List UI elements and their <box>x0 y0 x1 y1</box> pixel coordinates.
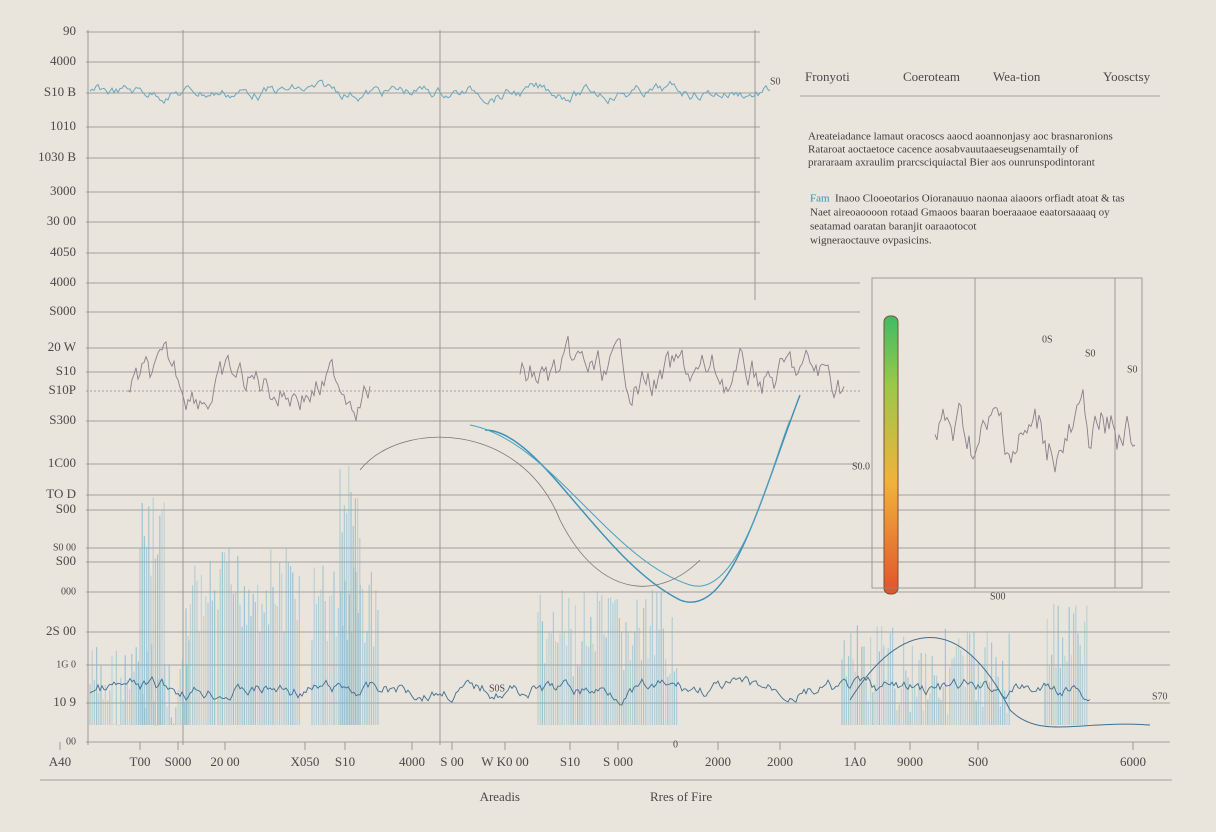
x-tick-label: 20 00 <box>210 754 239 769</box>
y-tick-label: 90 <box>63 23 76 38</box>
x-tick-label: W K0 00 <box>481 754 528 769</box>
x-tick-label: 2000 <box>705 754 731 769</box>
y-tick-label: 30 00 <box>47 213 76 228</box>
annotation: S0 <box>770 76 781 87</box>
y-tick-label: S0 00 <box>53 542 76 553</box>
annotation: S0 <box>1127 364 1138 375</box>
decor-line <box>89 675 1091 706</box>
y-tick-label: 4000 <box>50 274 76 289</box>
note-line: Areateiadance lamaut oracoscs aaocd aoan… <box>808 131 1113 143</box>
x-tick-label: X050 <box>291 754 320 769</box>
annotation: 0S <box>1042 334 1053 345</box>
annotation: S00 <box>990 591 1006 602</box>
x-axis-title: Rres of Fire <box>650 789 712 804</box>
decor-curve <box>484 394 801 603</box>
x-tick-label: S 00 <box>440 754 463 769</box>
y-tick-label: S10 B <box>44 84 76 99</box>
x-tick-label: S10 <box>335 754 355 769</box>
decor-curve <box>359 436 701 587</box>
x-tick-label: S 000 <box>603 754 633 769</box>
x-tick-label: 2000 <box>767 754 793 769</box>
y-tick-label: TO D <box>46 486 76 501</box>
note-line: wigneraoctauve ovpasicins. <box>810 235 932 247</box>
y-tick-label: 4050 <box>50 244 76 259</box>
decor-curve <box>849 637 1151 728</box>
y-tick-label: 1010 <box>50 118 76 133</box>
x-tick-label: A40 <box>49 754 71 769</box>
panel-frame <box>871 277 1143 589</box>
legend-item: Yoosctsy <box>1103 69 1151 84</box>
y-tick-label: S00 <box>56 501 76 516</box>
annotation: S0.0 <box>852 461 870 472</box>
y-tick-label: 1G 0 <box>56 659 76 670</box>
y-tick-label: 20 W <box>48 339 77 354</box>
note-line: seatamad oaratan baranjit oaraaotocot <box>810 221 976 233</box>
x-tick-label: S10 <box>560 754 580 769</box>
y-tick-label: 10 9 <box>53 694 76 709</box>
y-tick-label: 000 <box>61 586 76 597</box>
annotation: S70 <box>1152 691 1168 702</box>
x-tick-label: S000 <box>165 754 192 769</box>
x-tick-label: 1A0 <box>844 754 866 769</box>
annotation: S0 <box>1085 348 1096 359</box>
y-tick-label: S10P <box>49 382 76 397</box>
decor-line <box>127 340 371 421</box>
x-tick-label: 4000 <box>399 754 425 769</box>
x-tick-label: 6000 <box>1120 754 1146 769</box>
note-line: Inaoo Clooeotarios Oioranauuo naonaa aia… <box>835 193 1125 205</box>
note-line: Rataroat aoctaetoce cacence aosabvauutaa… <box>808 144 1079 156</box>
y-tick-label: 1030 B <box>38 149 76 164</box>
decor-line <box>519 335 845 407</box>
y-tick-label: 1C00 <box>48 455 76 470</box>
x-tick-label: T00 <box>130 754 151 769</box>
legend-item: Coeroteam <box>903 69 960 84</box>
legend-item: Wea-tion <box>993 69 1041 84</box>
legend-item: Fronyoti <box>805 69 850 84</box>
x-axis-title: Areadis <box>480 789 520 804</box>
y-tick-label: S000 <box>49 303 76 318</box>
y-tick-label: S300 <box>49 412 76 427</box>
y-tick-label: 2S 00 <box>46 623 76 638</box>
note-line: prararaam axraulim prarcsciquiactal Bier… <box>808 157 1095 169</box>
annotation: S0S <box>489 683 505 694</box>
y-tick-label: S10 <box>56 363 76 378</box>
y-tick-label: S00 <box>56 553 76 568</box>
x-tick-label: 9000 <box>897 754 923 769</box>
note-line: Naet aireoaoooon rotaad Gmaoos baaran bo… <box>810 207 1110 219</box>
x-tick-label: S00 <box>968 754 988 769</box>
y-tick-label: 00 <box>66 736 76 747</box>
decor-curve <box>469 419 791 587</box>
decor-line <box>934 389 1136 473</box>
thermometer <box>883 315 899 595</box>
y-tick-label: 3000 <box>50 183 76 198</box>
decor-line <box>89 79 771 105</box>
y-tick-label: 4000 <box>50 53 76 68</box>
note-lead: Fam <box>810 193 830 205</box>
annotation: 0 <box>673 739 678 750</box>
